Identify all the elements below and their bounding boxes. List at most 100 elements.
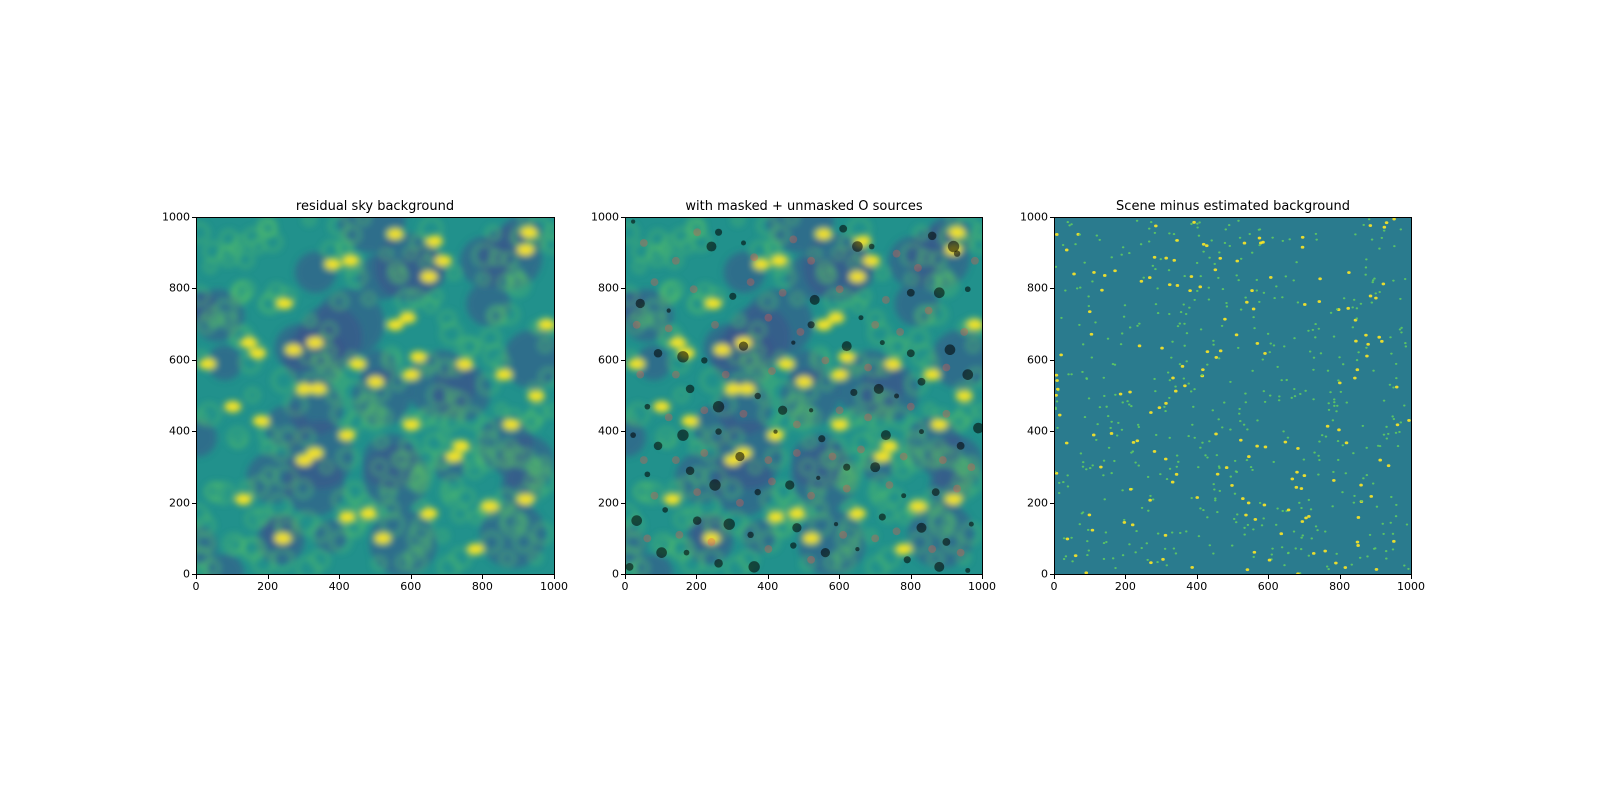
panel-3-source <box>1274 523 1278 526</box>
panel-3-source <box>1170 356 1173 359</box>
panel-3-x-tick-label: 200 <box>1114 580 1136 593</box>
panel-3-source <box>1227 224 1231 227</box>
panel-3-source <box>1373 277 1376 280</box>
masked-source-marker <box>773 429 778 434</box>
panel-1-y-tick <box>192 431 196 433</box>
panel-3-source <box>1189 275 1194 278</box>
panel-3-source <box>1218 256 1223 260</box>
panel-1-ring-texture <box>405 547 421 563</box>
panel-3-source <box>1110 472 1113 475</box>
panel-1-ring-texture <box>326 369 343 385</box>
panel-3-source <box>1300 235 1305 239</box>
panel-3-y-tick <box>1050 359 1054 361</box>
panel-1-ring-texture <box>381 512 405 536</box>
panel-2-bright-blob <box>827 311 845 324</box>
panel-3-source <box>1205 350 1210 354</box>
panel-3-source <box>1405 523 1409 526</box>
panel-3-source <box>1392 279 1395 282</box>
panel-3-source <box>1261 358 1265 361</box>
panel-3-source <box>1159 258 1163 261</box>
panel-2-ring-texture <box>759 293 777 311</box>
panel-1-ring-texture <box>531 522 554 545</box>
panel-3-source <box>1312 356 1316 359</box>
panel-3-source <box>1395 423 1400 427</box>
panel-1-ring-texture <box>341 253 364 276</box>
panel-1-ring-texture <box>494 403 508 416</box>
panel-3-source <box>1382 399 1386 402</box>
panel-3-x-tick <box>1268 575 1270 579</box>
panel-3-source <box>1365 346 1368 349</box>
panel-3-source <box>1257 236 1262 240</box>
panel-3-source <box>1392 417 1396 421</box>
panel-3-source <box>1149 561 1153 565</box>
panel-3-source <box>1197 466 1200 469</box>
panel-2-bright-blob <box>873 450 891 463</box>
panel-2-y-tick <box>621 288 625 290</box>
panel-3-source <box>1102 376 1106 379</box>
panel-3-source <box>1394 362 1398 365</box>
panel-3-source <box>1165 564 1169 567</box>
panel-3-source <box>1057 481 1061 484</box>
panel-3-source <box>1325 565 1329 568</box>
masked-source-marker <box>785 480 795 490</box>
panel-3-source <box>1086 540 1089 543</box>
panel-3-source <box>1391 548 1395 551</box>
panel-2-bright-blob <box>880 440 898 452</box>
panel-3-source <box>1295 470 1299 474</box>
panel-3-source <box>1256 419 1259 422</box>
masked-source-marker <box>666 308 671 313</box>
panel-2-ring-texture <box>633 483 650 500</box>
panel-3-source <box>1214 499 1217 502</box>
panel-3-source <box>1207 298 1211 301</box>
panel-2-bright-blob <box>795 376 813 388</box>
panel-3-source <box>1149 494 1152 497</box>
panel-1-ring-texture <box>425 247 441 262</box>
panel-2-bright-blob <box>923 368 941 381</box>
masked-source-marker <box>644 471 651 478</box>
panel-2-ring-texture <box>707 427 727 446</box>
masked-source-marker <box>833 522 839 527</box>
panel-2-y-tick <box>621 431 625 433</box>
panel-1-bright-blob <box>240 336 258 349</box>
panel-3-source <box>1234 470 1238 473</box>
panel-3-source <box>1276 365 1279 368</box>
panel-3-source <box>1098 406 1102 409</box>
panel-1-ring-texture <box>538 338 552 353</box>
unmasked-source-marker <box>906 402 915 411</box>
panel-3-source <box>1313 451 1316 454</box>
panel-2-ring-texture <box>775 267 796 288</box>
panel-3-source <box>1344 472 1348 475</box>
masked-source-marker <box>917 377 926 386</box>
panel-1-bright-blob <box>338 429 356 441</box>
panel-1-ring-texture <box>497 274 513 290</box>
unmasked-source-marker <box>892 249 901 258</box>
panel-3-source <box>1088 467 1092 470</box>
panel-3-x-tick <box>1411 575 1412 579</box>
panel-3-source <box>1249 466 1253 469</box>
panel-3-source <box>1239 257 1243 260</box>
panel-3-source <box>1359 302 1363 305</box>
panel-1-ring-texture <box>418 256 432 270</box>
panel-3-source <box>1341 363 1345 366</box>
panel-3-source <box>1238 412 1241 415</box>
panel-1-ring-texture <box>197 547 212 568</box>
panel-1-ring-texture <box>231 281 250 299</box>
panel-3-source <box>1208 256 1211 259</box>
panel-1-bright-blob <box>338 511 356 523</box>
panel-3-source <box>1292 279 1295 282</box>
panel-3-source <box>1327 568 1330 571</box>
panel-3-source <box>1243 526 1246 529</box>
panel-3-source <box>1366 342 1370 346</box>
unmasked-source-marker <box>675 530 684 539</box>
panel-1-y-tick-label: 0 <box>183 567 190 581</box>
panel-1-ring-texture <box>203 259 217 274</box>
panel-2-ring-texture <box>941 516 957 531</box>
panel-1-bright-blob <box>349 358 367 370</box>
masked-source-marker <box>715 228 723 236</box>
panel-3-source <box>1286 436 1290 439</box>
panel-3-source <box>1064 441 1069 445</box>
panel-1-x-tick <box>196 575 197 579</box>
panel-2-ring-texture <box>658 326 678 347</box>
panel-1-ring-texture <box>539 368 554 387</box>
panel-3-source <box>1059 353 1063 357</box>
